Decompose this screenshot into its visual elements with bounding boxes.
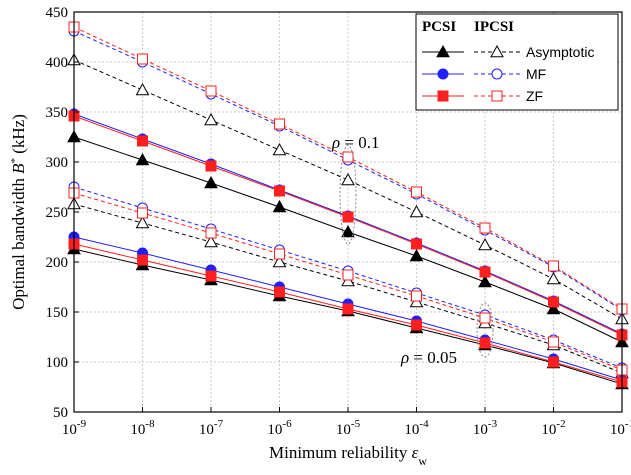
data-point	[411, 206, 423, 217]
data-point	[205, 177, 217, 188]
x-tick-label: 10-6	[267, 418, 292, 438]
data-point	[412, 187, 422, 197]
data-point	[274, 144, 286, 155]
x-axis-label: Minimum reliability εw	[269, 443, 427, 468]
y-tick-label: 350	[46, 105, 69, 121]
x-tick-label: 10-9	[62, 418, 87, 438]
data-point	[342, 174, 354, 185]
y-tick-label: 100	[46, 355, 69, 371]
x-tick-label: 10-8	[130, 418, 155, 438]
y-tick-label: 200	[46, 255, 69, 271]
data-point	[138, 208, 148, 218]
x-axis-label-main: Minimum reliability	[269, 443, 412, 462]
y-tick-label: 400	[46, 55, 69, 71]
x-tick-label: 10-7	[199, 418, 224, 438]
data-point	[275, 287, 285, 297]
y-tick-label: 450	[46, 5, 69, 21]
legend-marker-ipcsi	[492, 69, 502, 79]
y-tick-label: 50	[53, 405, 68, 421]
legend-label-mf: MF	[526, 66, 546, 82]
y-tick-label: 300	[46, 155, 69, 171]
data-point	[480, 313, 490, 323]
data-point	[411, 250, 423, 261]
data-point	[343, 152, 353, 162]
data-point	[343, 304, 353, 314]
x-tick-label: 10-2	[541, 418, 565, 438]
y-tick-label: 150	[46, 305, 69, 321]
data-point	[138, 255, 148, 265]
annotation-label-0: ρ = 0.1	[331, 133, 380, 152]
annotation-label-1: ρ = 0.05	[400, 348, 457, 367]
data-point	[479, 276, 491, 287]
y-axis-label-unit: (kHz)	[9, 114, 28, 158]
y-axis-label-symbol: B	[9, 163, 28, 174]
data-point	[138, 54, 148, 64]
data-point	[548, 273, 560, 284]
data-point	[206, 228, 216, 238]
legend-label-zf: ZF	[526, 88, 543, 104]
data-point	[549, 261, 559, 271]
legend-marker-ipcsi	[492, 91, 502, 101]
x-tick-label: 10-4	[404, 418, 429, 438]
data-point	[206, 86, 216, 96]
data-point	[412, 291, 422, 301]
data-point	[480, 223, 490, 233]
data-point	[480, 267, 490, 277]
data-point	[138, 136, 148, 146]
data-point	[206, 161, 216, 171]
data-point	[206, 271, 216, 281]
data-point	[205, 114, 217, 125]
x-tick-label: 10-3	[473, 418, 498, 438]
y-axis-label-main: Optimal bandwidth	[9, 174, 28, 310]
data-point	[479, 239, 491, 250]
data-point	[549, 357, 559, 367]
legend-marker-pcsi	[438, 69, 448, 79]
data-point	[275, 186, 285, 196]
data-point	[549, 337, 559, 347]
data-point	[343, 212, 353, 222]
legend-label-asymptotic: Asymptotic	[526, 44, 594, 60]
data-point	[275, 119, 285, 129]
data-point	[137, 154, 149, 165]
legend-header-ipcsi: IPCSI	[474, 19, 514, 35]
legend: PCSI IPCSI Asymptotic MF ZF	[416, 14, 618, 110]
data-point	[412, 320, 422, 330]
x-axis-label-sub: w	[418, 454, 427, 468]
data-point	[480, 338, 490, 348]
data-point	[412, 239, 422, 249]
y-axis-label: Optimal bandwidth B* (kHz)	[9, 114, 28, 310]
y-tick-label: 250	[46, 205, 69, 221]
legend-header-pcsi: PCSI	[422, 19, 456, 35]
legend-marker-pcsi	[438, 91, 448, 101]
data-point	[137, 217, 149, 228]
data-point	[137, 84, 149, 95]
data-point	[274, 201, 286, 212]
data-point	[275, 249, 285, 259]
x-tick-label: 10-1	[610, 418, 631, 438]
data-point	[549, 297, 559, 307]
data-point	[343, 270, 353, 280]
x-tick-label: 10-5	[336, 418, 361, 438]
